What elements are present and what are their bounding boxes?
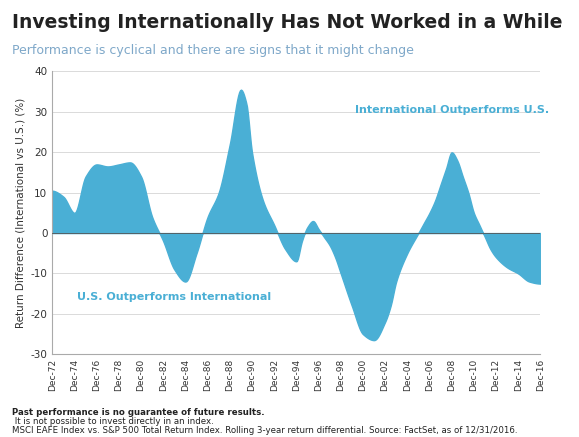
Text: MSCI EAFE Index vs. S&P 500 Total Return Index. Rolling 3-year return differenti: MSCI EAFE Index vs. S&P 500 Total Return… (12, 426, 517, 435)
Text: U.S. Outperforms International: U.S. Outperforms International (76, 292, 271, 302)
Text: International Outperforms U.S.: International Outperforms U.S. (355, 105, 549, 115)
Text: Performance is cyclical and there are signs that it might change: Performance is cyclical and there are si… (12, 44, 413, 57)
Text: It is not possible to invest directly in an index.: It is not possible to invest directly in… (12, 417, 213, 426)
Text: Investing Internationally Has Not Worked in a While: Investing Internationally Has Not Worked… (12, 13, 562, 32)
Y-axis label: Return Difference (International vs U.S.) (%): Return Difference (International vs U.S.… (15, 98, 25, 328)
Text: Past performance is no guarantee of future results.: Past performance is no guarantee of futu… (12, 408, 264, 417)
